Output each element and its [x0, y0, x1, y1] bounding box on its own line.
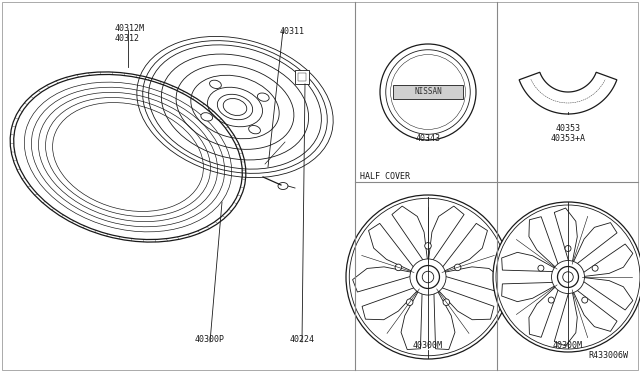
Text: 40311: 40311 — [280, 27, 305, 36]
Circle shape — [380, 44, 476, 140]
Circle shape — [425, 243, 431, 249]
Ellipse shape — [223, 99, 247, 115]
Text: NISSAN: NISSAN — [414, 87, 442, 96]
Circle shape — [538, 265, 544, 271]
Circle shape — [346, 195, 510, 359]
Ellipse shape — [201, 113, 212, 121]
Text: 40300M: 40300M — [553, 341, 583, 350]
Text: HALF COVER: HALF COVER — [360, 172, 410, 181]
Ellipse shape — [249, 125, 260, 134]
Circle shape — [395, 264, 402, 271]
Text: 40300P: 40300P — [195, 335, 225, 344]
Circle shape — [582, 297, 588, 303]
Polygon shape — [519, 72, 617, 114]
Text: R433006W: R433006W — [588, 351, 628, 360]
Text: 40353: 40353 — [556, 124, 580, 133]
Circle shape — [410, 259, 446, 295]
Circle shape — [454, 264, 461, 271]
Ellipse shape — [278, 183, 288, 189]
Circle shape — [565, 246, 571, 251]
Text: 40300M: 40300M — [413, 341, 443, 350]
Text: 40224: 40224 — [289, 335, 314, 344]
Circle shape — [493, 202, 640, 352]
Text: 40353+A: 40353+A — [550, 134, 586, 143]
Bar — [298, 73, 306, 81]
Circle shape — [443, 299, 449, 305]
Bar — [295, 70, 309, 84]
Text: 40343: 40343 — [415, 134, 440, 143]
Circle shape — [592, 265, 598, 271]
Circle shape — [552, 260, 584, 294]
Ellipse shape — [257, 93, 269, 101]
Text: 40312M
40312: 40312M 40312 — [115, 24, 145, 44]
Circle shape — [548, 297, 554, 303]
Bar — [394, 85, 463, 99]
Ellipse shape — [209, 80, 221, 89]
Circle shape — [406, 299, 413, 305]
